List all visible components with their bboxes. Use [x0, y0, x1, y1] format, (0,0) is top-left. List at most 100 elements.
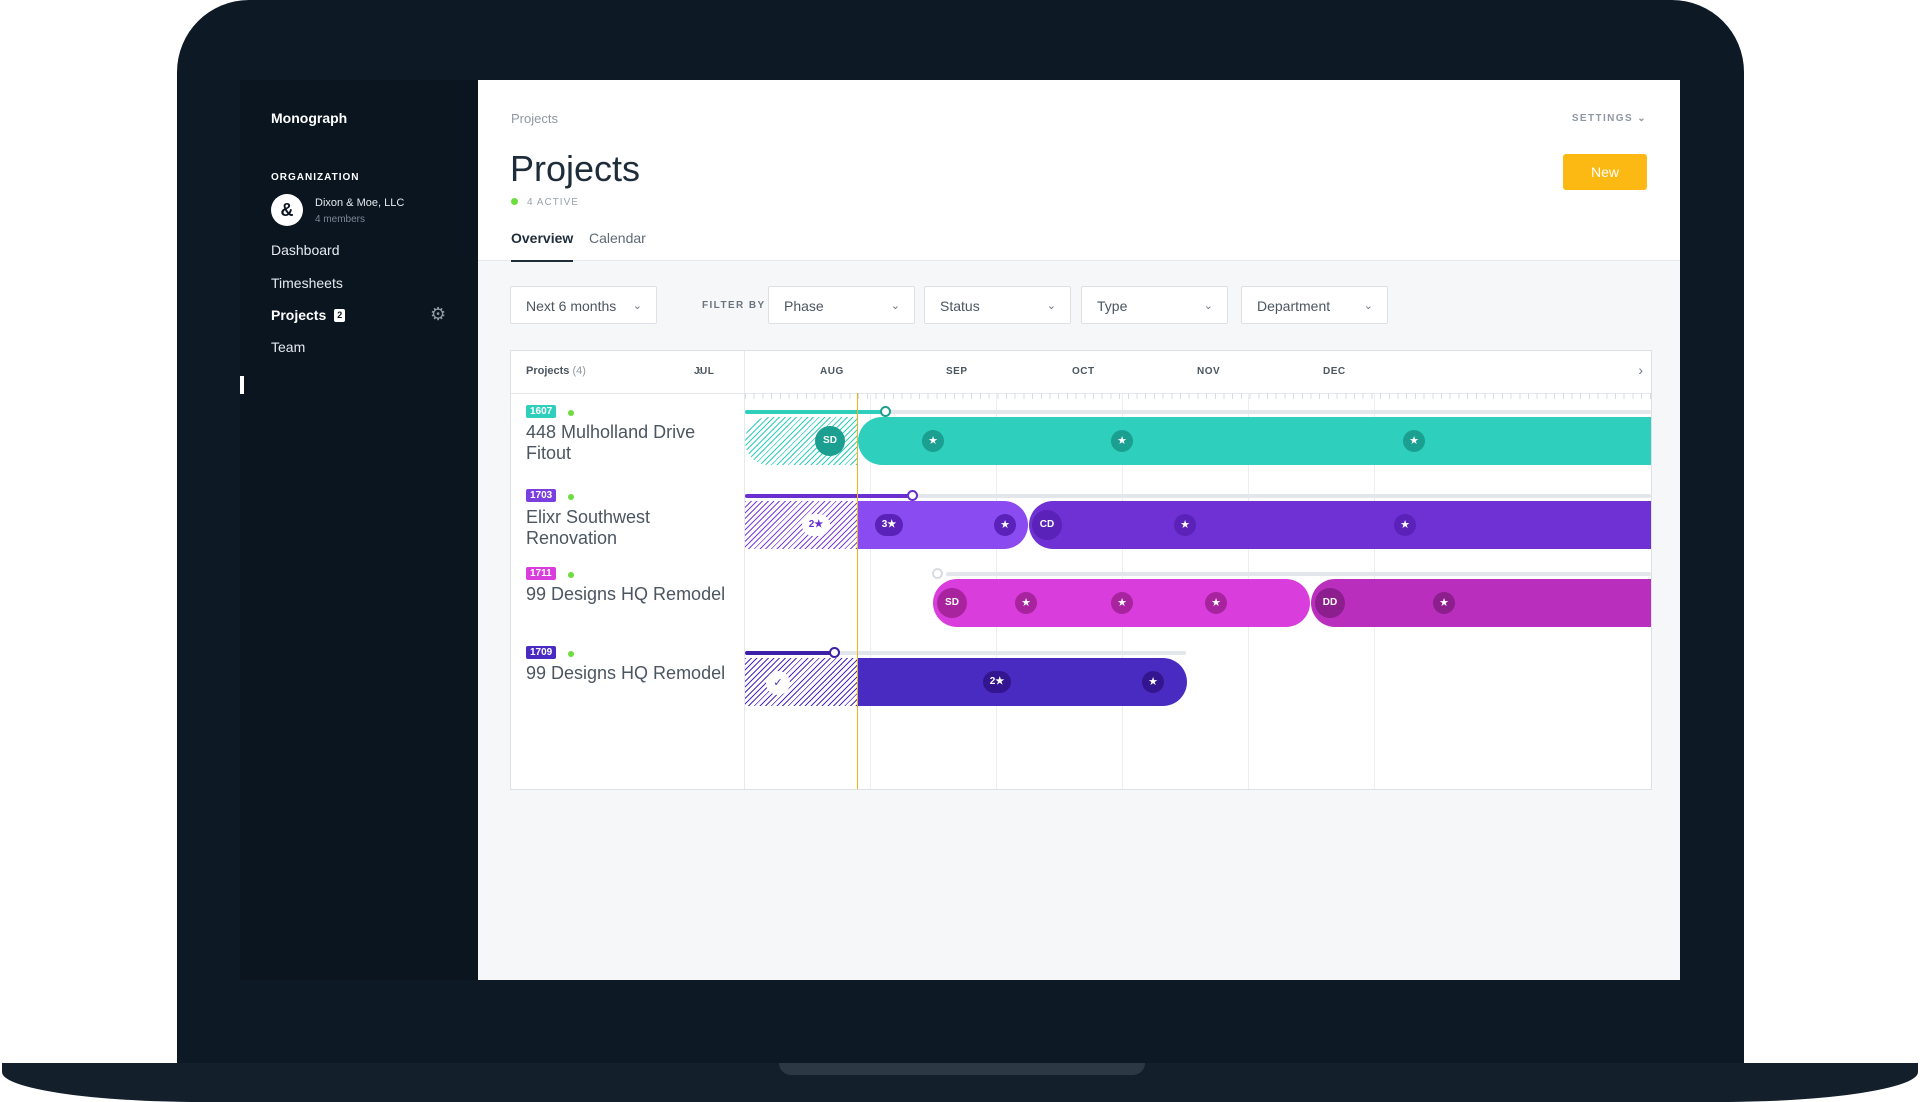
check-icon[interactable]: ✓	[766, 671, 790, 695]
phase-badge[interactable]: DD	[1315, 588, 1345, 618]
milestone-star-icon[interactable]: ★	[1433, 592, 1455, 614]
organization-avatar[interactable]: &	[271, 194, 303, 226]
tab-calendar[interactable]: Calendar	[589, 230, 646, 246]
projects-count-badge: 2	[334, 309, 346, 322]
timeline-header: Projects (4) ‹ JUL AUG SEP OCT NOV DEC ›	[511, 351, 1651, 394]
timeline-ticks	[745, 393, 1651, 399]
clock-icon[interactable]	[907, 490, 918, 501]
new-project-button[interactable]: New	[1563, 154, 1647, 190]
clock-icon[interactable]	[932, 568, 943, 579]
month-gridline	[870, 393, 871, 789]
chevron-down-icon: ⌄	[632, 300, 642, 312]
milestone-star-icon[interactable]: ★	[1174, 514, 1196, 536]
month-label: SEP	[946, 366, 968, 377]
app-brand[interactable]: Monograph	[271, 110, 348, 126]
settings-menu[interactable]: SETTINGS ⌄	[1572, 113, 1647, 124]
project-bar[interactable]	[1311, 579, 1651, 627]
month-label: OCT	[1072, 366, 1095, 377]
milestone-star-icon[interactable]: ★	[1111, 592, 1133, 614]
status-dot-icon	[568, 651, 574, 657]
timeline-divider	[744, 351, 745, 789]
page-header: Projects SETTINGS ⌄ Projects 4 ACTIVE Ne…	[478, 80, 1680, 262]
sidebar-item-timesheets[interactable]: Timesheets	[271, 275, 343, 291]
chevron-down-icon: ⌄	[890, 300, 900, 312]
range-select-value: Next 6 months	[526, 298, 617, 314]
milestone-star-icon[interactable]: ★	[1142, 671, 1164, 693]
type-select-value: Type	[1097, 298, 1128, 314]
progress-fill	[745, 651, 833, 655]
milestone-star-icon[interactable]: ★	[1205, 592, 1227, 614]
milestone-star-icon[interactable]: ★	[1111, 430, 1133, 452]
milestone-star-icon[interactable]: ★	[1403, 430, 1425, 452]
milestone-star-icon[interactable]: ★	[994, 514, 1016, 536]
breadcrumb[interactable]: Projects	[511, 111, 558, 126]
phase-select[interactable]: Phase ⌄	[768, 286, 915, 324]
status-dot-icon	[568, 572, 574, 578]
active-count: 4 ACTIVE	[527, 197, 579, 208]
month-label: JUL	[694, 366, 715, 377]
milestone-count-badge[interactable]: 2★	[802, 514, 830, 536]
milestone-count-badge[interactable]: 2★	[983, 671, 1011, 693]
progress-fill	[745, 494, 912, 498]
type-select[interactable]: Type ⌄	[1081, 286, 1228, 324]
sidebar-item-team[interactable]: Team	[271, 339, 306, 355]
project-name[interactable]: 99 Designs HQ Remodel	[526, 663, 726, 683]
status-select-value: Status	[940, 298, 980, 314]
active-nav-indicator	[240, 376, 244, 394]
clock-icon[interactable]	[829, 647, 840, 658]
status-dot-icon	[568, 494, 574, 500]
sidebar-item-dashboard[interactable]: Dashboard	[271, 242, 340, 258]
phase-badge[interactable]: SD	[937, 588, 967, 618]
phase-select-value: Phase	[784, 298, 824, 314]
project-name[interactable]: Elixr Southwest Renovation	[526, 507, 651, 548]
chevron-down-icon: ⌄	[1203, 300, 1213, 312]
project-bar[interactable]	[1029, 501, 1651, 549]
chevron-down-icon: ⌄	[1046, 300, 1056, 312]
milestone-star-icon[interactable]: ★	[922, 430, 944, 452]
chevron-down-icon: ⌄	[1363, 300, 1373, 312]
tab-overview[interactable]: Overview	[511, 230, 574, 262]
project-code: 1703	[526, 489, 557, 502]
project-code: 1709	[526, 646, 557, 659]
organization-heading: ORGANIZATION	[271, 172, 360, 183]
phase-badge[interactable]: CD	[1032, 510, 1062, 540]
timeline-projects-label: Projects (4)	[526, 365, 586, 377]
phase-badge[interactable]: SD	[815, 426, 845, 456]
chevron-left-icon[interactable]: ‹	[697, 362, 702, 378]
settings-label: SETTINGS	[1571, 113, 1634, 124]
sidebar: Monograph ORGANIZATION & Dixon & Moe, LL…	[240, 80, 478, 980]
range-select[interactable]: Next 6 months ⌄	[510, 286, 657, 324]
milestone-star-icon[interactable]: ★	[1015, 592, 1037, 614]
project-code: 1607	[526, 405, 557, 418]
organization-members: 4 members	[315, 214, 366, 225]
department-select-value: Department	[1257, 298, 1331, 314]
progress-fill	[745, 410, 885, 414]
milestone-star-icon[interactable]: ★	[1394, 514, 1416, 536]
clock-icon[interactable]	[880, 406, 891, 417]
status-select[interactable]: Status ⌄	[924, 286, 1071, 324]
project-name[interactable]: 448 Mulholland Drive Fitout	[526, 422, 696, 463]
active-status: 4 ACTIVE	[511, 197, 579, 208]
progress-track	[745, 651, 1186, 655]
project-timeline: Projects (4) ‹ JUL AUG SEP OCT NOV DEC ›…	[510, 350, 1652, 790]
month-label: AUG	[820, 366, 844, 377]
project-bar[interactable]	[858, 417, 1651, 465]
project-bar[interactable]	[858, 658, 1187, 706]
sidebar-item-projects[interactable]: Projects 2	[271, 307, 346, 323]
chevron-right-icon[interactable]: ›	[1638, 362, 1643, 378]
projects-label-text: Projects	[526, 365, 570, 377]
progress-track	[946, 572, 1651, 576]
month-label: NOV	[1197, 366, 1221, 377]
completed-phase-hatch	[745, 658, 858, 706]
organization-name[interactable]: Dixon & Moe, LLC	[315, 197, 405, 209]
status-dot-icon	[511, 198, 518, 205]
department-select[interactable]: Department ⌄	[1241, 286, 1388, 324]
progress-track	[745, 494, 1651, 498]
gear-icon[interactable]: ⚙	[430, 304, 447, 324]
projects-count: (4)	[572, 365, 586, 377]
milestone-count-badge[interactable]: 3★	[875, 514, 903, 536]
project-code: 1711	[526, 567, 556, 580]
laptop-notch	[779, 1063, 1145, 1075]
today-marker	[857, 393, 858, 789]
project-name[interactable]: 99 Designs HQ Remodel	[526, 584, 726, 604]
